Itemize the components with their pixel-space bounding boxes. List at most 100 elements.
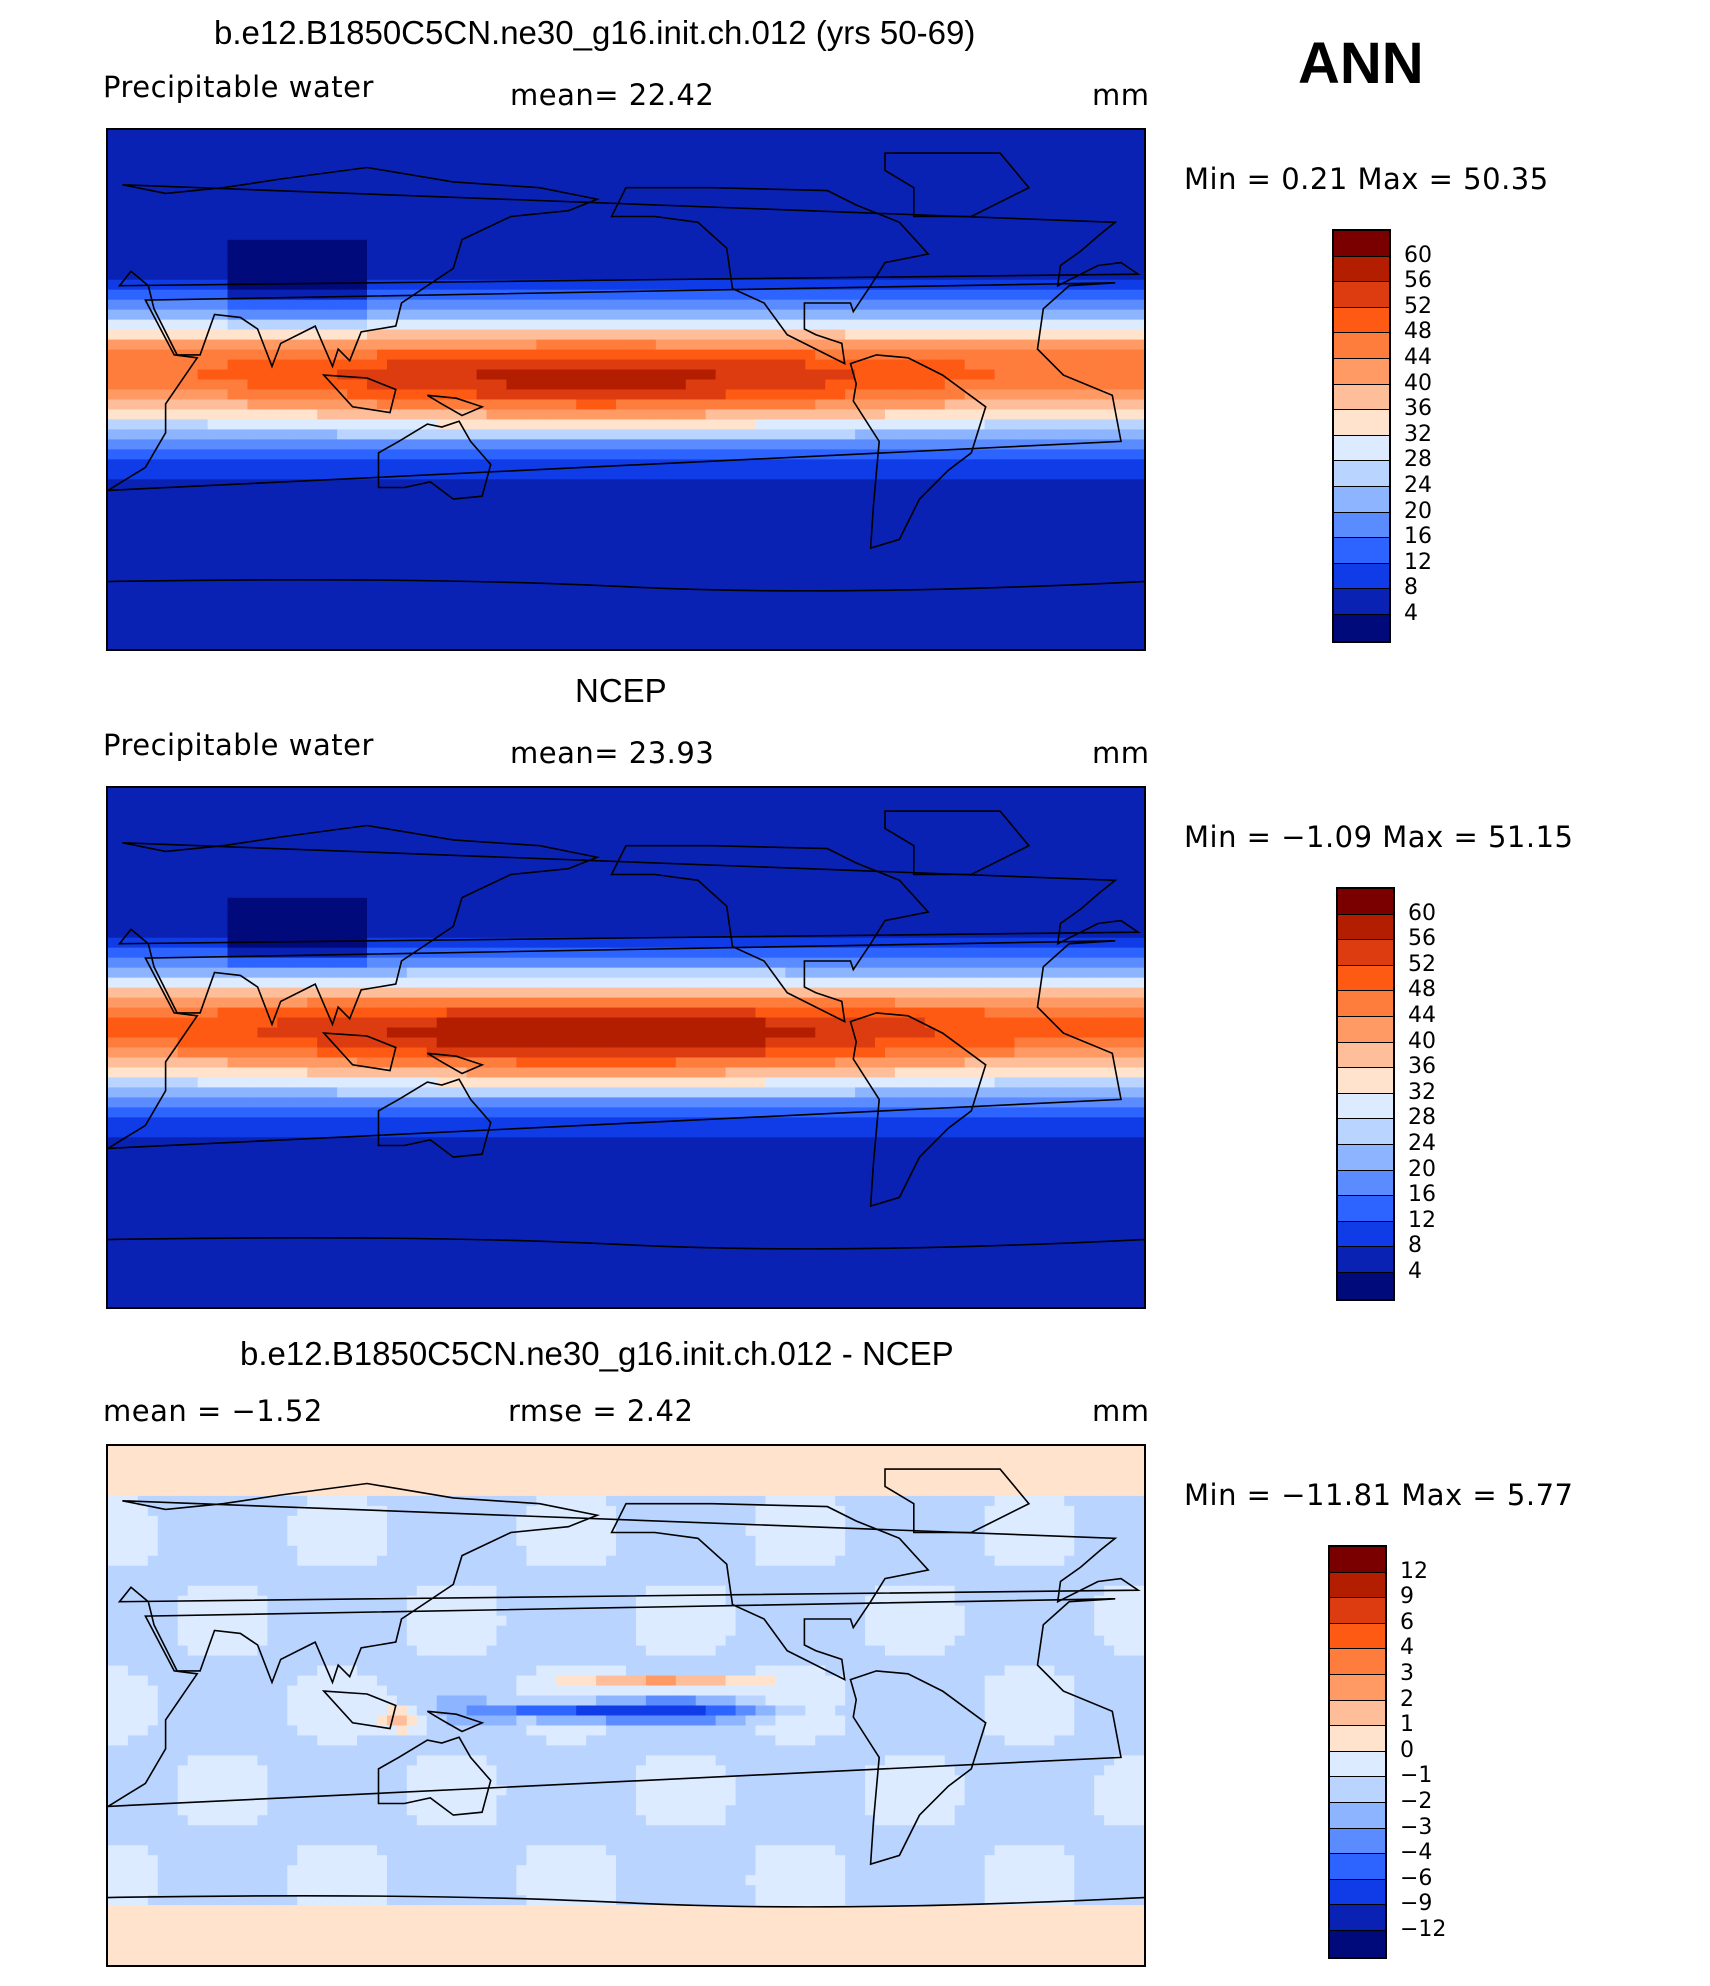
- colorbar: [1332, 229, 1391, 643]
- panel-title: b.e12.B1850C5CN.ne30_g16.init.ch.012 (yr…: [214, 14, 976, 51]
- colorbar-swatch: [1330, 1547, 1385, 1573]
- colorbar-tick-label: 20: [1404, 498, 1432, 524]
- colorbar-swatch: [1330, 1572, 1385, 1599]
- units-label: mm: [1092, 736, 1150, 770]
- minmax-label: Min = 0.21 Max = 50.35: [1184, 162, 1549, 196]
- map-panel-model: [106, 128, 1146, 651]
- colorbar-swatch: [1334, 486, 1389, 513]
- coastline: [117, 824, 1141, 1027]
- colorbar-tick-label: 12: [1400, 1558, 1428, 1584]
- colorbar-tick-label: 12: [1404, 549, 1432, 575]
- colorbar-swatch: [1330, 1700, 1385, 1727]
- colorbar-tick-label: 6: [1400, 1609, 1414, 1635]
- colorbar-tick-label: 2: [1400, 1686, 1414, 1712]
- colorbar-swatch: [1338, 1016, 1393, 1043]
- coastline: [321, 1032, 397, 1072]
- colorbar-swatch: [1330, 1751, 1385, 1778]
- colorbar-tick-label: 40: [1404, 370, 1432, 396]
- colorbar-tick-label: 28: [1408, 1105, 1436, 1131]
- colorbar-swatch: [1334, 231, 1389, 257]
- colorbar-swatch: [1338, 1068, 1393, 1094]
- variable-label: Precipitable water: [103, 70, 374, 104]
- colorbar-tick-label: −3: [1400, 1814, 1433, 1840]
- colorbar-swatch: [1338, 889, 1393, 915]
- colorbar-swatch: [1338, 965, 1393, 992]
- colorbar-tick-label: 4: [1404, 601, 1418, 626]
- colorbar-swatch: [1338, 1144, 1393, 1171]
- colorbar-tick-label: 36: [1408, 1054, 1436, 1080]
- colorbar-swatch: [1330, 1726, 1385, 1752]
- colorbar-swatch: [1334, 358, 1389, 385]
- colorbar-swatch: [1338, 1272, 1393, 1299]
- colorbar-swatch: [1334, 614, 1389, 641]
- colorbar-tick-label: 48: [1404, 319, 1432, 345]
- colorbar-tick-label: 24: [1408, 1131, 1436, 1156]
- colorbar-swatch: [1338, 1119, 1393, 1145]
- colorbar-swatch: [1334, 384, 1389, 411]
- mean-label: mean = −1.52: [103, 1394, 323, 1428]
- colorbar-tick-label: 4: [1408, 1259, 1422, 1284]
- colorbar-tick-label: 40: [1408, 1028, 1436, 1054]
- colorbar-swatch: [1330, 1777, 1385, 1803]
- coastline: [108, 1237, 1144, 1250]
- season-label: ANN: [1298, 31, 1424, 96]
- colorbar-swatch: [1330, 1879, 1385, 1906]
- colorbar-tick-label: 56: [1404, 268, 1432, 294]
- colorbar-tick-label: 32: [1404, 421, 1432, 447]
- colorbar-tick-label: 52: [1408, 951, 1436, 977]
- colorbar-tick-label: 28: [1404, 447, 1432, 473]
- map-plot: [108, 1446, 1144, 1965]
- coastline: [884, 152, 1031, 218]
- coastline: [108, 579, 1144, 592]
- mean-label: mean= 22.42: [510, 78, 715, 112]
- rmse-label: rmse = 2.42: [508, 1394, 694, 1428]
- minmax-label: Min = −11.81 Max = 5.77: [1184, 1478, 1574, 1512]
- coastline: [426, 1710, 485, 1733]
- coastline: [377, 1736, 492, 1816]
- colorbar-swatch: [1330, 1828, 1385, 1855]
- coastline: [884, 1468, 1031, 1534]
- colorbar-tick-label: 8: [1404, 575, 1418, 601]
- colorbar-swatch: [1330, 1598, 1385, 1624]
- colorbar-swatch: [1330, 1802, 1385, 1829]
- colorbar-tick-label: 16: [1408, 1182, 1436, 1208]
- colorbar-tick-label: 48: [1408, 977, 1436, 1003]
- colorbar-swatch: [1334, 282, 1389, 308]
- colorbar-tick-label: 4: [1400, 1635, 1414, 1661]
- colorbar-tick-label: 12: [1408, 1207, 1436, 1233]
- colorbar-swatch: [1334, 589, 1389, 615]
- colorbar: [1328, 1545, 1387, 1959]
- colorbar-tick-label: 52: [1404, 293, 1432, 319]
- panel-title: NCEP: [575, 672, 667, 709]
- colorbar-swatch: [1330, 1930, 1385, 1957]
- colorbar-swatch: [1338, 1196, 1393, 1222]
- colorbar-swatch: [1330, 1905, 1385, 1931]
- mean-label: mean= 23.93: [510, 736, 715, 770]
- coastline: [426, 394, 485, 417]
- coastline: [377, 1078, 492, 1158]
- units-label: mm: [1092, 1394, 1150, 1428]
- coastline: [849, 354, 987, 550]
- coastline: [610, 844, 930, 1024]
- coastline: [849, 1012, 987, 1208]
- colorbar-swatch: [1334, 435, 1389, 462]
- colorbar-swatch: [1334, 563, 1389, 590]
- coastline: [884, 810, 1031, 876]
- colorbar-tick-label: 24: [1404, 473, 1432, 498]
- colorbar-tick-label: −1: [1400, 1763, 1433, 1789]
- colorbar-swatch: [1338, 940, 1393, 966]
- coastline: [321, 1690, 397, 1730]
- coastline: [377, 420, 492, 500]
- colorbar-swatch: [1338, 1042, 1393, 1069]
- colorbar-swatch: [1338, 914, 1393, 941]
- colorbar-swatch: [1338, 1221, 1393, 1248]
- colorbar-tick-label: 16: [1404, 524, 1432, 550]
- variable-label: Precipitable water: [103, 728, 374, 762]
- coastline: [610, 186, 930, 366]
- coastline: [426, 1052, 485, 1075]
- coastline: [117, 1482, 1141, 1685]
- colorbar-tick-label: 0: [1400, 1737, 1414, 1763]
- units-label: mm: [1092, 78, 1150, 112]
- colorbar-swatch: [1330, 1649, 1385, 1675]
- panel-title: b.e12.B1850C5CN.ne30_g16.init.ch.012 - N…: [240, 1335, 954, 1372]
